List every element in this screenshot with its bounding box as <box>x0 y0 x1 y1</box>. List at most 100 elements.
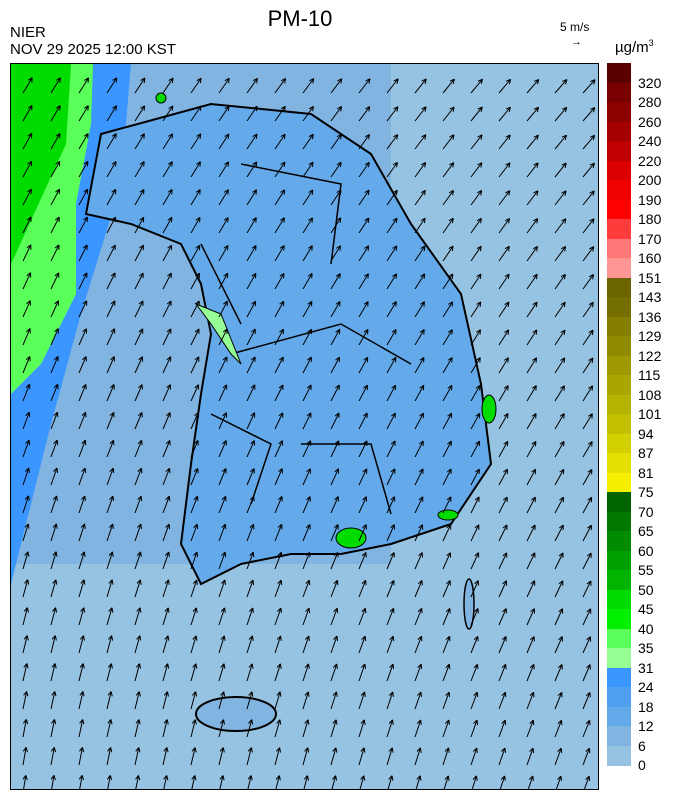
wind-arrow-icon <box>330 496 339 514</box>
colorbar-label: 65 <box>638 523 654 539</box>
wind-arrow-icon <box>414 663 423 682</box>
wind-arrow-icon <box>274 496 283 514</box>
wind-arrow-icon <box>358 496 368 514</box>
pm10-map <box>10 63 599 790</box>
wind-arrow-icon <box>526 440 537 458</box>
wind-arrow-icon <box>443 775 450 789</box>
wind-arrow-icon <box>386 412 396 430</box>
wind-arrow-icon <box>302 328 313 346</box>
wind-arrow-icon <box>246 635 254 654</box>
wind-arrow-icon <box>386 663 395 682</box>
wind-arrow-icon <box>582 636 592 654</box>
wind-arrow-icon <box>582 692 591 710</box>
wind-arrow-icon <box>442 78 455 94</box>
wind-arrow-icon <box>78 383 87 402</box>
wind-arrow-icon <box>190 300 200 318</box>
colorbar-label: 151 <box>638 269 662 286</box>
wind-arrow-icon <box>190 663 198 682</box>
wind-arrow-icon <box>526 134 539 150</box>
wind-arrow-icon <box>358 747 366 766</box>
wind-arrow-icon <box>498 552 508 570</box>
hotspot-north <box>155 92 167 104</box>
wind-scale-label: 5 m/s <box>560 20 590 34</box>
wind-arrow-icon <box>106 77 118 94</box>
colorbar-label: 190 <box>638 191 662 208</box>
wind-arrow-icon <box>218 217 229 234</box>
wind-arrow-icon <box>330 607 339 626</box>
colorbar-segment <box>607 589 631 610</box>
wind-arrow-icon <box>582 441 593 458</box>
wind-arrow-icon <box>526 329 538 346</box>
wind-arrow-icon <box>246 384 256 402</box>
wind-arrow-icon <box>50 160 61 178</box>
wind-arrow-icon <box>22 719 29 738</box>
wind-arrow-icon <box>442 357 453 374</box>
colorbar-segment <box>607 141 631 161</box>
colorbar-label: 108 <box>638 386 662 403</box>
wind-arrow-icon <box>274 189 286 206</box>
wind-arrow-icon <box>190 607 198 626</box>
wind-arrow-icon <box>218 133 230 150</box>
wind-arrow-icon <box>554 246 567 262</box>
wind-arrow-icon <box>78 691 85 710</box>
wind-arrow-icon <box>554 496 565 514</box>
wind-arrow-icon <box>470 301 482 318</box>
wind-arrow-icon <box>554 468 565 486</box>
wind-arrow-icon <box>274 300 285 318</box>
wind-arrow-icon <box>246 747 253 766</box>
wind-arrow-icon <box>442 301 454 318</box>
wind-arrow-icon <box>414 412 424 430</box>
wind-arrow-icon <box>526 691 535 710</box>
wind-arrow-icon <box>358 301 369 318</box>
wind-arrow-icon <box>134 384 143 402</box>
wind-arrow-icon <box>498 636 507 654</box>
wind-arrow-icon <box>78 663 85 682</box>
wind-arrow-icon <box>246 328 256 346</box>
wind-arrow-icon <box>50 467 59 486</box>
wind-arrow-icon <box>554 162 567 178</box>
wind-arrow-icon <box>134 439 143 458</box>
wind-arrow-icon <box>330 78 343 94</box>
wind-arrow-icon <box>554 413 565 430</box>
colorbar-segment <box>607 121 631 142</box>
wind-arrow-icon <box>526 106 540 122</box>
colorbar-segment <box>607 570 631 590</box>
wind-arrow-icon <box>582 664 591 682</box>
wind-arrow-icon <box>498 412 509 430</box>
wind-arrow-icon <box>414 580 423 598</box>
wind-arrow-icon <box>274 412 284 430</box>
wind-arrow-icon <box>414 384 425 402</box>
colorbar-label: 122 <box>638 347 662 364</box>
wind-arrow-icon <box>330 468 340 486</box>
colorbar-label: 143 <box>638 289 662 305</box>
wind-arrow-icon <box>526 273 538 290</box>
wind-arrow-icon <box>106 411 115 430</box>
wind-arrow-icon <box>554 636 563 654</box>
wind-arrow-icon <box>358 552 367 570</box>
wind-arrow-icon <box>526 190 539 206</box>
wind-arrow-icon <box>50 188 60 206</box>
wind-arrow-icon <box>190 272 201 290</box>
wind-arrow-icon <box>358 106 371 122</box>
wind-arrow-icon <box>414 524 424 542</box>
wind-arrow-icon <box>78 328 88 346</box>
wind-arrow-icon <box>470 747 478 766</box>
wind-arrow-icon <box>106 663 113 682</box>
colorbar-label: 220 <box>638 152 662 169</box>
agency-label: NIER <box>10 24 46 41</box>
wind-arrow-icon <box>387 775 394 789</box>
wind-arrow-icon <box>442 134 455 150</box>
wind-arrow-icon <box>50 439 59 458</box>
wind-arrow-icon <box>22 663 29 682</box>
wind-arrow-icon <box>302 607 311 626</box>
wind-arrow-icon <box>50 132 61 150</box>
wind-arrow-icon <box>470 273 482 290</box>
wind-arrow-icon <box>274 78 287 94</box>
wind-arrow-icon <box>218 495 227 514</box>
wind-arrow-icon <box>190 440 199 458</box>
wind-arrow-icon <box>582 218 595 234</box>
wind-arrow-icon <box>554 552 564 570</box>
wind-arrow-icon <box>555 775 563 789</box>
wind-arrow-icon <box>302 217 314 234</box>
wind-arrow-icon <box>414 719 422 738</box>
